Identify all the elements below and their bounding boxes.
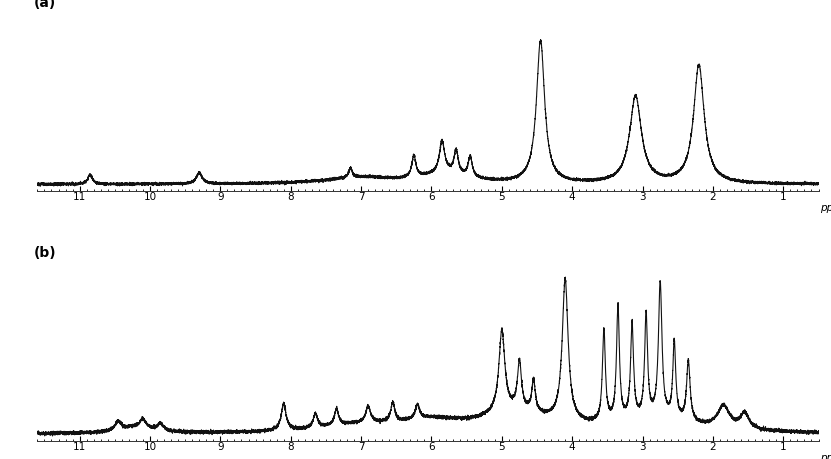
Text: (a): (a) xyxy=(33,0,56,10)
Text: ppm: ppm xyxy=(820,453,831,459)
Text: ppm: ppm xyxy=(820,203,831,213)
Text: (b): (b) xyxy=(33,246,57,260)
